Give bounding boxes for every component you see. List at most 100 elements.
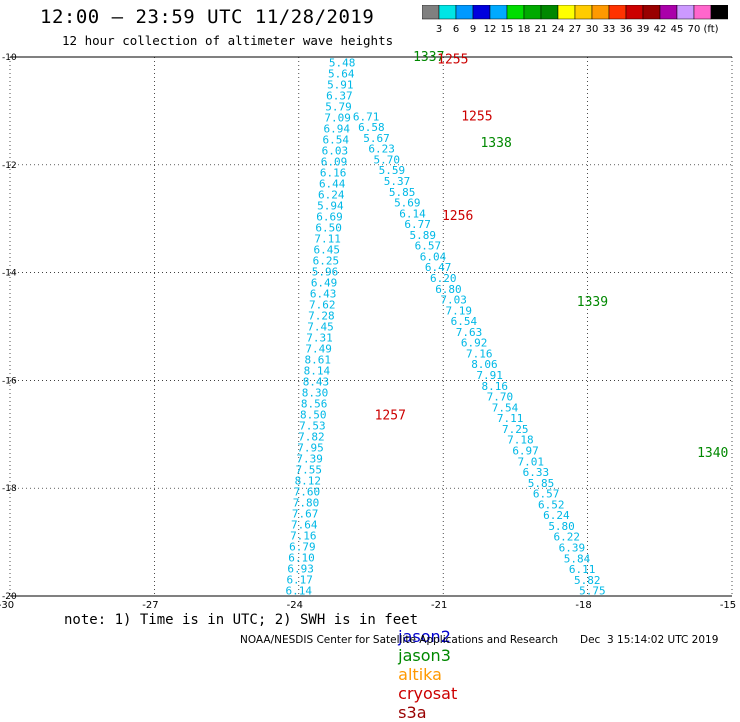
wave-height-label: 5.37 xyxy=(384,175,411,188)
wave-height-label: 6.93 xyxy=(287,563,314,576)
wave-height-label: 5.69 xyxy=(394,197,421,210)
wave-height-label: 7.16 xyxy=(466,347,493,360)
wave-height-label: 7.31 xyxy=(306,332,333,345)
y-tick-label: -12 xyxy=(2,161,17,171)
wave-height-label: 7.80 xyxy=(293,497,320,510)
y-tick-label: -16 xyxy=(2,376,17,386)
pass-time-label: 1337 xyxy=(413,50,444,65)
wave-height-label: 6.33 xyxy=(523,466,550,479)
wave-height-label: 6.23 xyxy=(368,143,395,156)
wave-height-label: 5.75 xyxy=(579,585,606,598)
x-tick-label: -15 xyxy=(720,600,736,611)
pass-time-label: 1338 xyxy=(480,136,511,151)
wave-height-label: 5.59 xyxy=(379,164,406,177)
wave-height-label: 6.50 xyxy=(315,221,342,234)
colorbar-label: 18 xyxy=(518,24,531,35)
colorbar-swatch xyxy=(710,5,728,20)
x-tick-label: -24 xyxy=(287,600,303,611)
wave-height-label: 6.77 xyxy=(404,218,431,231)
wave-height-label: 6.71 xyxy=(353,110,380,123)
pass-time-label: 1255 xyxy=(461,109,492,124)
wave-height-label: 7.11 xyxy=(314,232,341,245)
colorbar-label: 24 xyxy=(552,24,565,35)
wave-height-label: 6.03 xyxy=(322,144,349,157)
wave-height-label: 5.80 xyxy=(548,520,575,533)
wave-height-label: 7.18 xyxy=(507,434,534,447)
pass-time-label: 1256 xyxy=(442,209,473,224)
wave-height-label: 7.03 xyxy=(440,294,467,307)
page-title: 12:00 – 23:59 UTC 11/28/2019 xyxy=(40,6,375,28)
wave-height-label: 5.96 xyxy=(312,265,339,278)
wave-height-label: 8.14 xyxy=(304,365,331,378)
footnote: note: 1) Time is in UTC; 2) SWH is in fe… xyxy=(64,612,419,628)
pass-time-label: 1339 xyxy=(577,295,608,310)
colorbar-label: 30 xyxy=(586,24,599,35)
wave-height-label: 8.61 xyxy=(305,354,332,367)
y-tick-label: -14 xyxy=(2,269,17,279)
wave-height-label: 8.30 xyxy=(302,387,329,400)
legend-altika: altika xyxy=(398,665,442,684)
pass-time-label: 1255 xyxy=(437,53,468,68)
wave-height-label: 6.58 xyxy=(358,121,385,134)
wave-height-label: 6.79 xyxy=(289,541,316,554)
colorbar-label: 3 xyxy=(436,24,442,35)
pass-time-label: 1340 xyxy=(697,446,728,461)
wave-height-label: 6.14 xyxy=(286,585,313,598)
wave-height-label: 6.16 xyxy=(320,166,347,179)
wave-height-label: 6.92 xyxy=(461,337,488,350)
wave-height-label: 7.95 xyxy=(297,442,324,455)
wave-height-label: 7.39 xyxy=(296,453,323,466)
wave-height-label: 6.37 xyxy=(326,89,353,102)
wave-height-label: 8.50 xyxy=(300,409,327,422)
colorbar-label: 70 xyxy=(688,24,701,35)
wave-height-label: 7.16 xyxy=(290,530,317,543)
wave-height-label: 7.49 xyxy=(305,343,332,356)
wave-height-label: 7.82 xyxy=(298,431,325,444)
wave-height-label: 6.24 xyxy=(543,509,570,522)
map-plot: -30 -27 -24 -21 -18 -15 -10 -12 -14 -16 -18 -20 5.48… xyxy=(0,50,736,611)
wave-height-label: 8.12 xyxy=(295,475,322,488)
wave-height-label: 6.24 xyxy=(318,188,345,201)
page-subtitle: 12 hour collection of altimeter wave hei… xyxy=(62,33,394,48)
wave-height-label: 6.09 xyxy=(321,155,348,168)
footer-date: Dec 3 15:14:02 UTC 2019 xyxy=(580,634,719,646)
y-tick-label: -18 xyxy=(2,484,17,494)
wave-height-label: 7.28 xyxy=(308,309,335,322)
x-tick-label: -30 xyxy=(0,600,14,611)
legend-jason2: jason2 xyxy=(398,627,451,646)
y-tick-label: -10 xyxy=(2,53,17,63)
colorbar-label: 39 xyxy=(637,24,650,35)
colorbar-label: 42 xyxy=(654,24,667,35)
wave-height-label: 7.45 xyxy=(307,321,334,334)
colorbar-label: 9 xyxy=(470,24,476,35)
colorbar-label: 45 xyxy=(671,24,684,35)
wave-height-label: 6.57 xyxy=(533,488,560,501)
wave-height-label: 7.01 xyxy=(517,455,544,468)
wave-height-label: 7.63 xyxy=(456,326,483,339)
wave-height-label: 5.70 xyxy=(374,153,401,166)
wave-height-label: 6.54 xyxy=(451,315,478,328)
colorbar-label: (ft) xyxy=(703,24,718,35)
wave-height-label: 6.54 xyxy=(323,133,350,146)
wave-height-label: 6.25 xyxy=(313,254,340,267)
wave-height-label: 6.49 xyxy=(311,276,338,289)
wave-height-label: 7.54 xyxy=(492,401,519,414)
wave-height-label: 5.64 xyxy=(328,67,355,80)
wave-height-label: 7.19 xyxy=(445,304,472,317)
wave-height-label: 8.16 xyxy=(481,380,508,393)
legend-s3a: s3a xyxy=(398,703,427,722)
wave-height-label: 7.09 xyxy=(324,111,351,124)
wave-height-label: 6.57 xyxy=(415,240,442,253)
legend-jason3: jason3 xyxy=(398,646,451,665)
colorbar-label: 36 xyxy=(620,24,633,35)
wave-height-label: 5.67 xyxy=(363,132,390,145)
wave-height-label: 6.04 xyxy=(420,250,447,263)
wave-height-label: 5.79 xyxy=(325,100,352,113)
satellite-legend: jason2 jason3 altika cryosat s3a xyxy=(388,608,465,722)
legend-cryosat: cryosat xyxy=(398,684,458,703)
wave-height-label: 7.55 xyxy=(295,464,322,477)
wave-height-label: 7.62 xyxy=(309,298,336,311)
wave-height-label: 6.43 xyxy=(310,287,337,300)
wave-height-label: 5.82 xyxy=(574,574,601,587)
y-tick-label: -20 xyxy=(2,592,17,602)
